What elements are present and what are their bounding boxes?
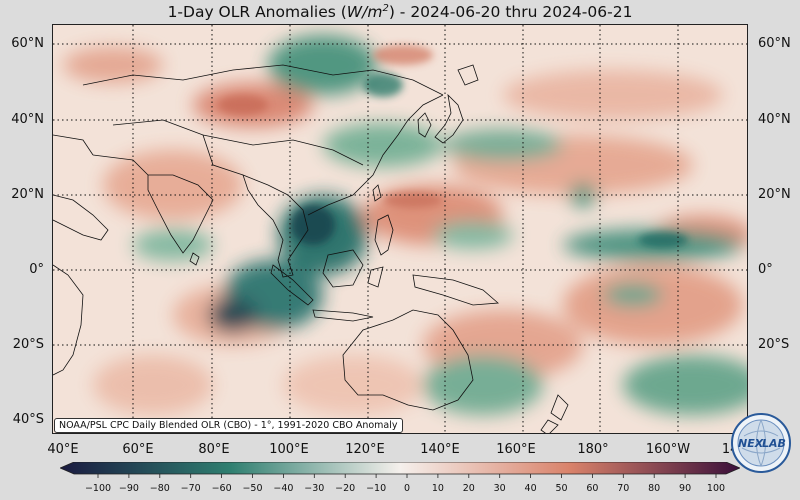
lon-label: 160°W <box>645 442 691 457</box>
map-panel <box>52 24 748 434</box>
colorbar-tick-label: 80 <box>648 483 661 494</box>
lat-label-left: 0° <box>29 262 44 277</box>
lat-label-left: 60°N <box>11 36 44 51</box>
lon-label: 40°E <box>47 442 79 457</box>
lon-label: 180° <box>577 442 609 457</box>
colorbar-tick-label: −70 <box>180 483 201 494</box>
colorbar-tick-label: −20 <box>335 483 356 494</box>
colorbar-tick-label: −30 <box>304 483 325 494</box>
lat-label-left: 20°N <box>11 187 44 202</box>
colorbar-tick-label: 20 <box>462 483 475 494</box>
lon-label: 80°E <box>198 442 230 457</box>
graticule <box>53 25 747 433</box>
lon-label: 60°E <box>122 442 154 457</box>
colorbar-tick-label: −90 <box>118 483 139 494</box>
olr-anomaly-map <box>53 25 747 433</box>
globe-logo-icon: NEX LAB <box>731 413 791 473</box>
colorbar-tick-label: 0 <box>403 483 411 494</box>
coastlines <box>53 64 569 433</box>
lat-label-right: 0° <box>758 262 773 277</box>
map-title: 1-Day OLR Anomalies (W/m2) - 2024-06-20 … <box>0 0 800 24</box>
colorbar-tick-label: 30 <box>493 483 506 494</box>
lon-label: 120°E <box>345 442 385 457</box>
title-unit: W/m <box>346 3 383 21</box>
anomaly-detail <box>218 45 688 248</box>
colorbar-tick-label: 60 <box>586 483 599 494</box>
colorbar-tick-label: −60 <box>211 483 232 494</box>
colorbar-gradient <box>60 462 740 475</box>
colorbar-tick-label: 100 <box>706 483 726 494</box>
colorbar-tick-label: −50 <box>242 483 263 494</box>
lon-label: 160°E <box>496 442 536 457</box>
lon-label: 100°E <box>269 442 309 457</box>
lat-label-right: 40°N <box>758 112 791 127</box>
lon-label: 140°E <box>420 442 460 457</box>
title-unit-exponent: 2 <box>382 2 389 14</box>
lat-label-right: 20°N <box>758 187 791 202</box>
colorbar <box>60 462 740 478</box>
data-source-note: NOAA/PSL CPC Daily Blended OLR (CBO) - 1… <box>54 418 403 433</box>
logo-text-a: NEX <box>738 437 764 450</box>
lat-label-left: 20°S <box>12 337 44 352</box>
lat-label-left: 40°N <box>11 112 44 127</box>
title-prefix: 1-Day OLR Anomalies ( <box>167 3 347 21</box>
colorbar-tick-label: −10 <box>366 483 387 494</box>
lat-label-right: 20°S <box>758 337 790 352</box>
colorbar-tick-label: 10 <box>431 483 444 494</box>
colorbar-tick-label: 70 <box>617 483 630 494</box>
lat-label-left: 40°S <box>12 412 44 427</box>
colorbar-tick-label: 90 <box>679 483 692 494</box>
colorbar-tick-label: −80 <box>149 483 170 494</box>
colorbar-tick-label: −40 <box>273 483 294 494</box>
title-suffix: ) - 2024-06-20 thru 2024-06-21 <box>388 3 633 21</box>
logo-text-b: LAB <box>762 437 786 450</box>
colorbar-tick-label: 40 <box>524 483 537 494</box>
lat-label-right: 60°N <box>758 36 791 51</box>
anomaly-field <box>63 35 747 415</box>
colorbar-tick-label: 50 <box>555 483 568 494</box>
colorbar-tick-label: −100 <box>84 483 112 494</box>
